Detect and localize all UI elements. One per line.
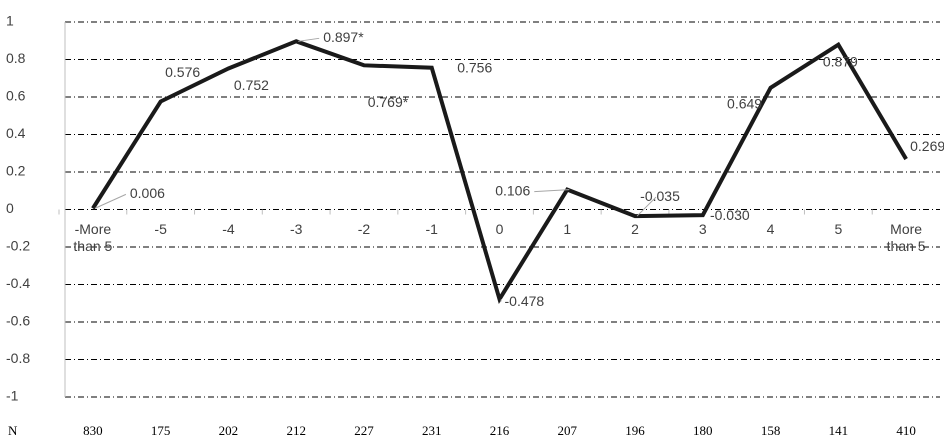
x-tick-label: -5 [154,220,167,237]
n-value: 227 [354,423,374,438]
n-value: 231 [422,423,442,438]
leader-line [500,298,502,303]
leader-line [298,37,320,42]
x-tick-label: -2 [357,220,371,237]
n-value: 141 [829,423,849,438]
x-tick-label: -3 [289,220,303,237]
x-tick-label: -More than 5 [73,220,113,254]
n-value: 410 [896,423,916,438]
line [91,39,908,304]
leader-line [534,189,570,193]
n-value: 180 [693,423,713,438]
y-tick-label: -0.4 [6,275,30,291]
y-tick-label: 0.6 [6,88,26,104]
data-label: 0.756 [457,59,492,75]
n-label: N [8,423,18,438]
data-label: 0.576 [165,64,200,80]
y-tick-label: 0.2 [6,163,26,179]
leader-line [94,193,127,209]
n-value: 216 [490,423,510,438]
data-label: 0.269 [910,138,944,154]
y-tick-label: -0.8 [6,350,30,366]
y-tick-label: 0 [6,200,14,216]
y-tick-label: 0.4 [6,125,26,141]
n-value: 202 [219,423,239,438]
y-tick-label: 1 [6,13,14,29]
n-value: 212 [286,423,306,438]
data-label: 0.769* [368,94,409,110]
data-label: -0.035 [640,188,680,204]
leader-line [636,196,657,217]
x-tick-label: -4 [222,220,235,237]
data-label: -0.030 [710,207,750,223]
y-tick-label: -0.6 [6,313,30,329]
n-value: 158 [761,423,781,438]
y-tick-label: -0.2 [6,238,30,254]
n-value: 207 [558,423,578,438]
x-tick-label: 3 [698,220,707,237]
data-label: 0.752 [234,77,269,93]
n-value: 830 [83,423,103,438]
data-label: 0.006 [130,185,165,201]
data-label: 0.649 [727,96,762,112]
data-label: 0.897* [323,29,364,45]
data-label: 0.879 [823,53,858,69]
x-tick-label: 1 [563,220,572,237]
x-tick-label: 4 [766,220,775,237]
data-label: -0.478 [505,293,545,309]
y-tick-label: 0.8 [6,50,26,66]
x-tick-label: 0 [495,220,504,237]
x-tick-label: -1 [425,220,438,237]
x-tick-label: 2 [631,220,639,237]
y-tick-label: -1 [6,388,19,404]
data-label: 0.106 [495,182,530,198]
x-tick-label: 5 [834,220,843,237]
x-tick-label: More than 5 [886,220,926,254]
n-value: 196 [625,423,645,438]
n-value: 175 [151,423,171,438]
